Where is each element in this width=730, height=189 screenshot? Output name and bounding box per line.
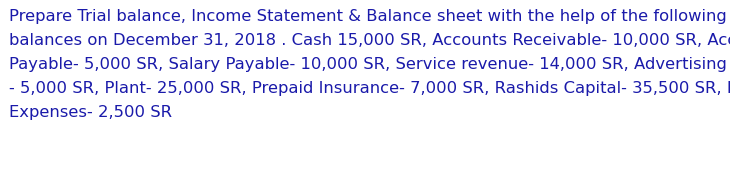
- Text: Prepare Trial balance, Income Statement & Balance sheet with the help of the fol: Prepare Trial balance, Income Statement …: [9, 9, 730, 120]
